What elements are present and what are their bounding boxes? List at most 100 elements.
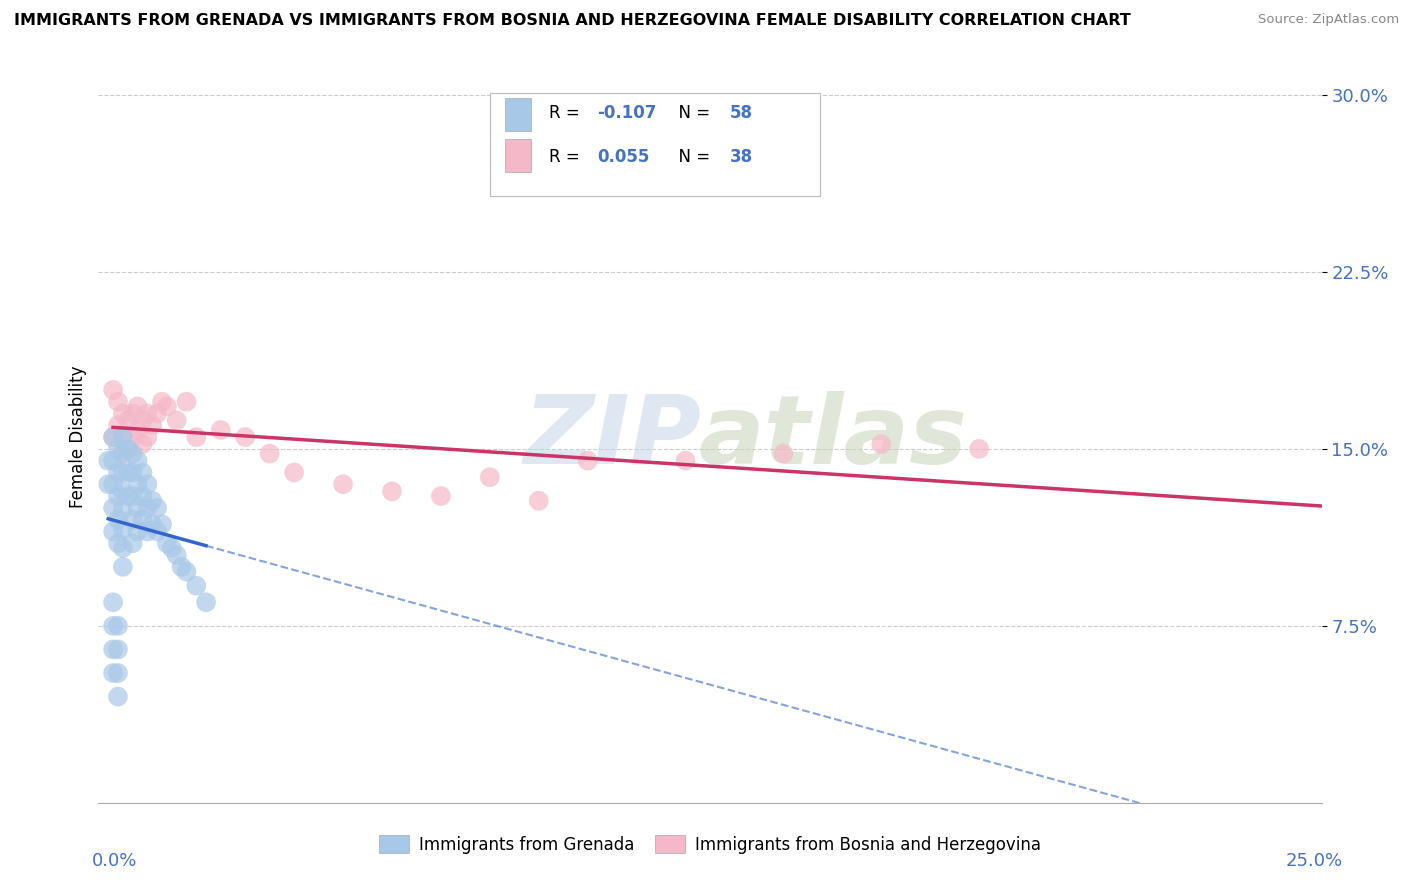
Point <box>967 442 990 456</box>
Point <box>332 477 354 491</box>
Text: IMMIGRANTS FROM GRENADA VS IMMIGRANTS FROM BOSNIA AND HERZEGOVINA FEMALE DISABIL: IMMIGRANTS FROM GRENADA VS IMMIGRANTS FR… <box>14 13 1130 29</box>
Point <box>121 407 143 421</box>
Point <box>101 619 124 633</box>
Point <box>136 407 159 421</box>
Point <box>136 430 159 444</box>
Point <box>101 500 124 515</box>
Text: atlas: atlas <box>697 391 967 483</box>
Point <box>131 413 153 427</box>
Point <box>121 536 143 550</box>
Point <box>107 536 129 550</box>
Point <box>111 559 134 574</box>
Point <box>156 400 179 414</box>
Point <box>117 442 139 456</box>
Text: 38: 38 <box>730 148 752 166</box>
Point <box>259 447 281 461</box>
Point <box>107 466 129 480</box>
Point <box>107 394 129 409</box>
Point <box>283 466 305 480</box>
Y-axis label: Female Disability: Female Disability <box>69 366 87 508</box>
Point <box>107 418 129 433</box>
Point <box>111 466 134 480</box>
Text: R =: R = <box>548 148 585 166</box>
Point <box>97 453 120 467</box>
Point <box>150 517 173 532</box>
Text: Source: ZipAtlas.com: Source: ZipAtlas.com <box>1258 13 1399 27</box>
Point <box>870 437 893 451</box>
Point <box>117 413 139 427</box>
Point <box>111 503 134 517</box>
Point <box>127 500 149 515</box>
Text: 0.055: 0.055 <box>598 148 650 166</box>
Point <box>101 666 124 681</box>
Point <box>675 453 697 467</box>
Point <box>186 430 208 444</box>
Point <box>101 477 124 491</box>
Point <box>176 394 198 409</box>
Point <box>101 383 124 397</box>
Point <box>131 437 153 451</box>
Point <box>156 536 179 550</box>
Point <box>101 524 124 539</box>
Point <box>121 489 143 503</box>
Point <box>146 500 169 515</box>
Point <box>111 447 134 461</box>
Point <box>111 447 134 461</box>
Text: ZIP: ZIP <box>523 391 702 483</box>
Point <box>111 522 134 536</box>
FancyBboxPatch shape <box>505 98 531 131</box>
Text: 58: 58 <box>730 104 752 122</box>
Point <box>136 524 159 539</box>
Point <box>117 442 139 456</box>
Point <box>166 548 188 562</box>
Point <box>127 524 149 539</box>
Point <box>111 484 134 499</box>
Point <box>107 442 129 456</box>
Point <box>101 453 124 467</box>
Point <box>146 524 169 539</box>
Point <box>107 690 129 704</box>
Point <box>101 642 124 657</box>
Point <box>117 466 139 480</box>
Point <box>101 430 124 444</box>
Point <box>127 453 149 467</box>
Point <box>176 565 198 579</box>
Point <box>127 477 149 491</box>
Point <box>381 484 404 499</box>
Point <box>478 470 501 484</box>
Point <box>107 513 129 527</box>
Point <box>170 559 193 574</box>
FancyBboxPatch shape <box>505 139 531 172</box>
Point <box>121 466 143 480</box>
Point <box>186 579 208 593</box>
Point <box>146 407 169 421</box>
Point <box>150 394 173 409</box>
Point <box>141 418 163 433</box>
Point <box>111 430 134 444</box>
Point <box>121 430 143 444</box>
Point <box>111 407 134 421</box>
Point <box>136 500 159 515</box>
Point <box>141 517 163 532</box>
Point <box>101 595 124 609</box>
Point <box>131 489 153 503</box>
Text: N =: N = <box>668 148 716 166</box>
Point <box>136 477 159 491</box>
FancyBboxPatch shape <box>489 94 820 195</box>
Text: R =: R = <box>548 104 585 122</box>
Point <box>121 447 143 461</box>
Point <box>107 666 129 681</box>
Point <box>160 541 183 555</box>
Text: 0.0%: 0.0% <box>91 852 136 870</box>
Point <box>111 430 134 444</box>
Point <box>209 423 232 437</box>
Point <box>107 489 129 503</box>
Point <box>101 430 124 444</box>
Point <box>127 400 149 414</box>
Point <box>131 513 153 527</box>
Point <box>107 619 129 633</box>
Point <box>430 489 453 503</box>
Point <box>576 453 599 467</box>
Point <box>772 447 794 461</box>
Point <box>131 466 153 480</box>
